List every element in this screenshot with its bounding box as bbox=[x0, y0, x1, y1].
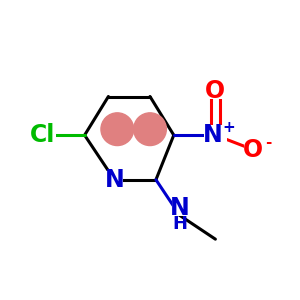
Text: O: O bbox=[205, 79, 226, 103]
FancyBboxPatch shape bbox=[172, 200, 188, 216]
Text: N: N bbox=[202, 123, 222, 147]
FancyBboxPatch shape bbox=[207, 82, 224, 100]
Text: Cl: Cl bbox=[30, 123, 56, 147]
FancyBboxPatch shape bbox=[30, 125, 56, 145]
FancyBboxPatch shape bbox=[105, 171, 123, 189]
Text: -: - bbox=[265, 135, 272, 150]
FancyBboxPatch shape bbox=[244, 141, 264, 159]
FancyBboxPatch shape bbox=[204, 125, 226, 145]
Circle shape bbox=[101, 113, 134, 146]
Text: +: + bbox=[222, 120, 235, 135]
Text: N: N bbox=[104, 168, 124, 192]
Circle shape bbox=[134, 113, 166, 146]
Text: N: N bbox=[170, 196, 190, 220]
Text: O: O bbox=[242, 138, 262, 162]
Text: H: H bbox=[172, 215, 187, 233]
